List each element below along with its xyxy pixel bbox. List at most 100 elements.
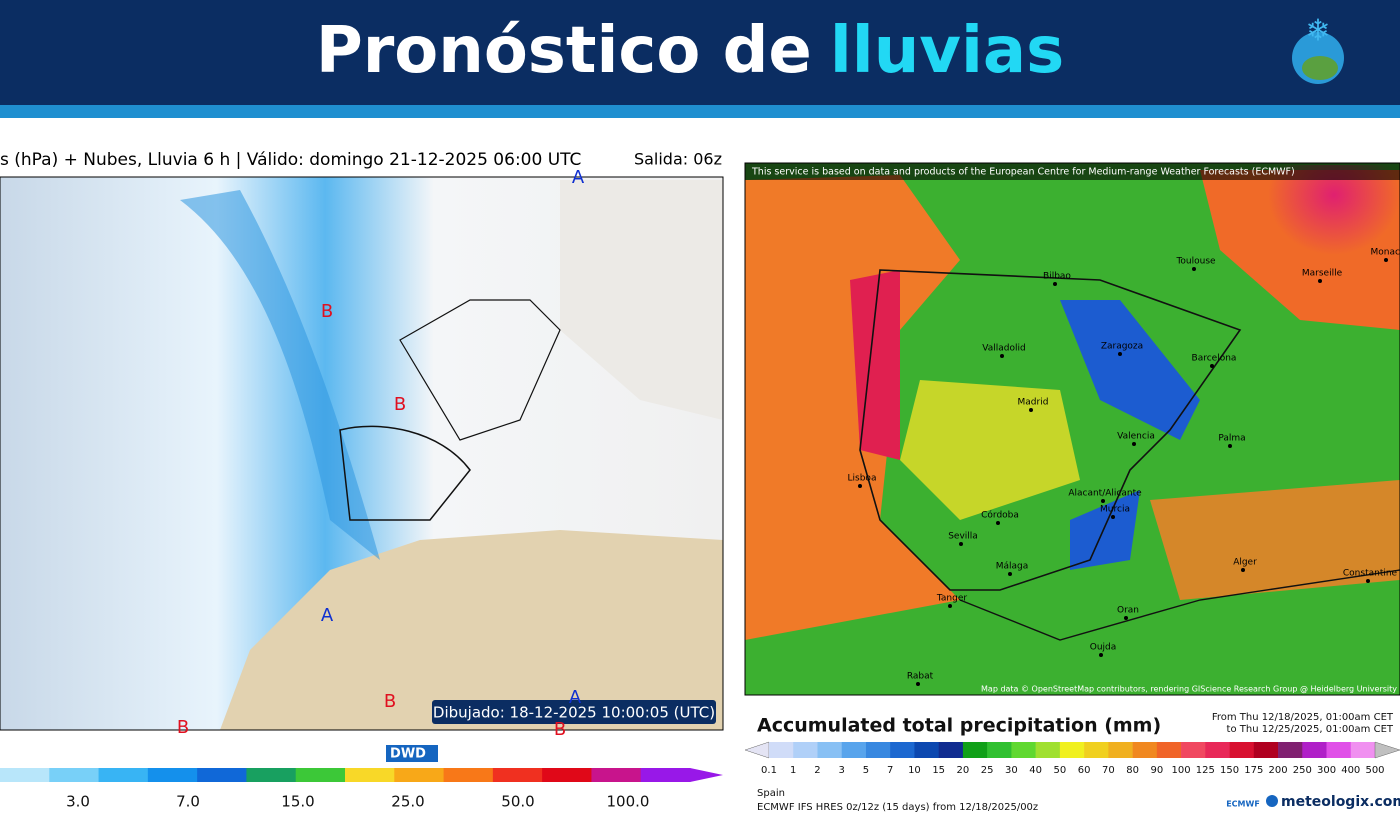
legend-swatch [1253,742,1279,758]
svg-text:❄: ❄ [1305,14,1330,49]
legend-label: 1 [790,765,796,776]
iberia-coast [859,269,1242,591]
city-dot [1366,579,1370,583]
legend-label: 100 [1172,765,1191,776]
left-map-run: Salida: 06z [634,150,722,169]
precip-red-alps [1180,165,1400,365]
title-accent: lluvias [830,14,1064,88]
legend-swatch [197,768,247,782]
brand: meteologix.com [1281,794,1400,810]
header-stripe [0,105,1400,118]
city-dot [1029,408,1033,412]
city-dot [1099,653,1103,657]
city-dot [959,542,963,546]
pressure-center: A [321,605,334,626]
legend-label: 70 [1102,765,1115,776]
city-dot [1000,354,1004,358]
legend-swatch [962,742,988,758]
legend-swatch [640,768,691,782]
legend-label: 15 [932,765,945,776]
footer-region: Spain [757,788,785,799]
city-label: Marseille [1302,269,1343,279]
legend-swatch [1326,742,1352,758]
legend-label: 200 [1268,765,1287,776]
right-map-frame [744,162,1400,696]
legend-label: 3 [839,765,845,776]
legend-label: 3.0 [66,793,90,811]
city-label: Oran [1117,606,1139,616]
pressure-center: B [321,301,333,322]
city-label: Alacant/Alicante [1068,489,1142,499]
legend-label: 90 [1150,765,1163,776]
dwd-logo: DWD [390,747,426,762]
legend-swatch [1132,742,1158,758]
footer-model: ECMWF IFS HRES 0z/12z (15 days) from 12/… [757,802,1038,813]
legend-swatch [841,742,867,758]
legend-swatch [1011,742,1036,758]
legend-swatch [1302,742,1327,758]
legend-swatch [591,768,642,782]
legend-label: 80 [1126,765,1139,776]
precip-orange-west [745,175,960,640]
city-dot [1053,282,1057,286]
city-dot [948,604,952,608]
pressure-center: B [394,394,406,415]
legend-label: 300 [1317,765,1336,776]
city-label: Constantine [1343,569,1398,579]
right-map-attribution: Map data © OpenStreetMap contributors, r… [981,685,1397,694]
legend-label: 20 [957,765,970,776]
legend-swatch [49,768,100,782]
legend-swatch [817,742,843,758]
legend-swatch [1108,742,1133,758]
rain-band [180,190,380,560]
legend-swatch [793,742,818,758]
pressure-center: A [569,687,582,708]
pressure-center: A [572,167,585,188]
legend-swatch [914,742,939,758]
drawn-badge [432,700,716,724]
legend-label: 0.1 [761,765,777,776]
legend-arrow [744,741,770,759]
precip-blue-murcia [1070,490,1140,570]
city-label: Murcia [1100,505,1130,515]
legend-swatch [1278,742,1303,758]
africa-land [220,530,723,730]
legend-label: 150 [1220,765,1239,776]
legend-label: 125 [1196,765,1215,776]
city-label: Madrid [1018,398,1049,408]
legend-label: 400 [1341,765,1360,776]
ecmwf-logo: ECMWF [1226,800,1260,809]
city-dot [1101,499,1105,503]
city-label: Tanger [936,594,967,604]
legend-swatch [147,768,198,782]
city-label: Alger [1233,558,1257,568]
legend-swatch [865,742,891,758]
legend-swatch [394,768,445,782]
legend-label: 10 [908,765,921,776]
legend-label: 100.0 [607,793,650,811]
dwd-badge [386,745,438,762]
legend-label: 7.0 [176,793,200,811]
legend-swatch [246,768,297,782]
city-dot [1192,267,1196,271]
legend-swatch [1059,742,1085,758]
right-legend-title: Accumulated total precipitation (mm) [757,715,1161,737]
precip-blue-ebro [1060,300,1200,440]
left-map-frame [0,176,724,731]
legend-label: 15.0 [281,793,314,811]
right-legend: 0.1 1 2 3 5 7 10 15 20 25 30 40 50 60 70 80 90 100 125 150 1… [744,741,1400,776]
pressure-center: B [177,717,189,738]
legend-label: 25.0 [391,793,424,811]
legend-swatch [345,768,395,782]
city-dot [996,521,1000,525]
legend-label: 40 [1029,765,1042,776]
header-bar [0,0,1400,105]
left-map-title: s (hPa) + Nubes, Lluvia 6 h | Válido: do… [0,150,581,170]
right-legend-from: From Thu 12/18/2025, 01:00am CET [1212,712,1394,723]
legend-label: 175 [1244,765,1263,776]
pressure-center: B [384,691,396,712]
title-main: Pronóstico de [316,14,812,88]
city-label: Toulouse [1175,257,1216,267]
